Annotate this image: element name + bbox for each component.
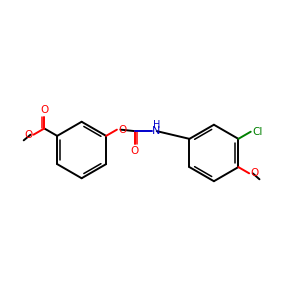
Text: O: O <box>40 105 48 115</box>
Text: H: H <box>154 120 161 130</box>
Text: O: O <box>24 130 32 140</box>
Text: O: O <box>251 168 259 178</box>
Text: O: O <box>130 146 139 156</box>
Text: O: O <box>118 124 127 135</box>
Text: N: N <box>152 126 160 136</box>
Text: Cl: Cl <box>252 127 262 137</box>
